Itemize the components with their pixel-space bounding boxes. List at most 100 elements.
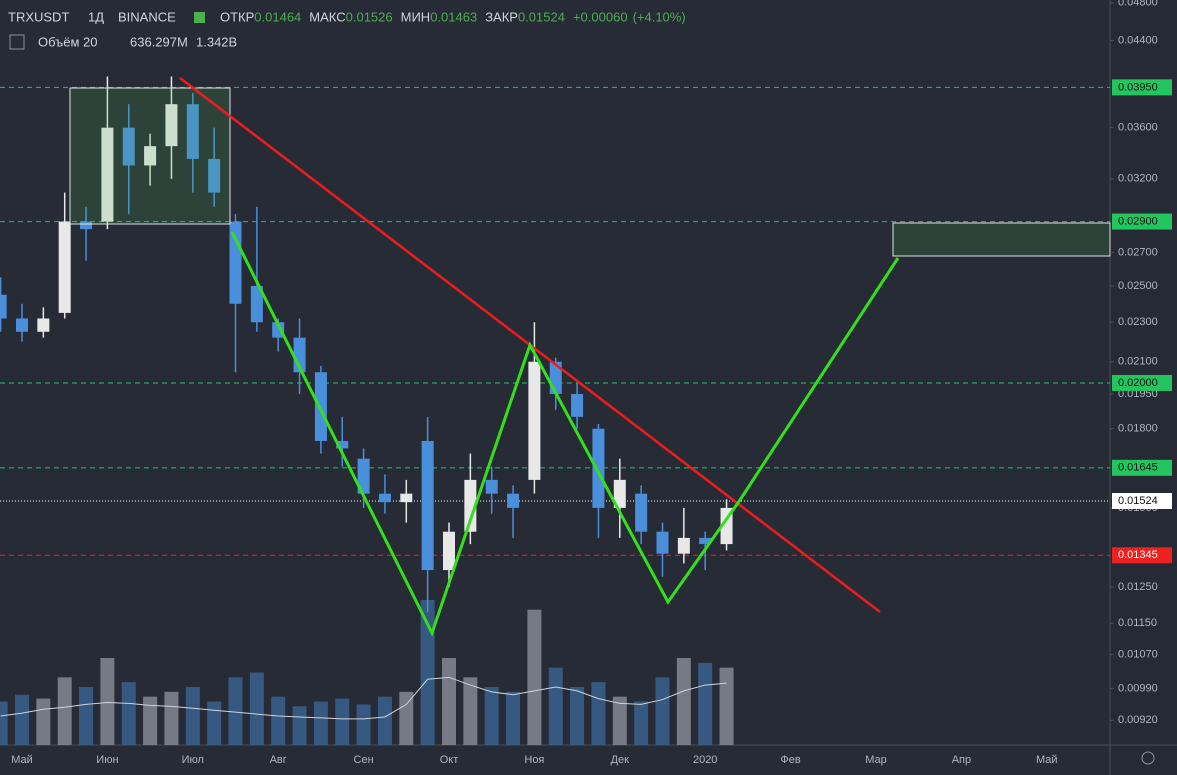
volume-bar <box>100 658 115 745</box>
volume-bar <box>612 696 627 745</box>
volume-bar <box>591 682 606 745</box>
x-tick-label: Сен <box>354 754 374 766</box>
y-tick-label: 0.02500 <box>1118 280 1158 292</box>
candle-body <box>357 458 370 494</box>
collapse-button[interactable] <box>9 34 25 50</box>
y-tick-label: 0.03200 <box>1118 173 1158 185</box>
volume-bar <box>121 682 136 745</box>
y-tick-label: 0.01070 <box>1118 649 1158 661</box>
volume-bar <box>228 677 243 745</box>
y-tick-label: 0.00990 <box>1118 682 1158 694</box>
volume-bar <box>36 698 51 745</box>
candle-body <box>507 493 520 508</box>
candle-body <box>613 479 626 508</box>
y-tick-label: 0.02700 <box>1118 247 1158 259</box>
change-pct: (+4.10%) <box>633 9 686 24</box>
header-values: ОТКР 0.01464 МАКС 0.01526 МИН 0.01463 ЗАКР 0.01… <box>220 9 686 24</box>
volume-bar <box>719 667 734 745</box>
volume-title: Объём 20 <box>38 34 98 49</box>
y-tick-label: 0.01250 <box>1118 581 1158 593</box>
header-label: ЗАКР <box>485 9 518 24</box>
volume-bar <box>15 694 29 745</box>
candle-body <box>656 531 669 554</box>
volume-bar <box>143 696 158 745</box>
candle-body <box>208 158 221 193</box>
x-tick-label: Мар <box>865 754 887 766</box>
candle-body <box>122 127 135 166</box>
volume-bar <box>527 609 542 745</box>
volume-bar <box>292 706 307 745</box>
y-tick-label: 0.03600 <box>1118 122 1158 134</box>
volume-bar <box>79 687 94 745</box>
target-box <box>892 222 1111 257</box>
change: +0.00060 <box>573 9 628 24</box>
price-label-box <box>1112 547 1172 564</box>
x-tick-label: Ноя <box>524 754 544 766</box>
x-tick-label: Май <box>1036 754 1058 766</box>
candle-body <box>443 531 455 571</box>
candle-body <box>58 221 71 313</box>
volume-bar <box>655 677 670 745</box>
volume-bar <box>420 600 435 745</box>
volume-bar <box>463 677 478 745</box>
volume-bar <box>570 687 585 745</box>
volume-bar <box>313 701 328 745</box>
x-tick-label: Дек <box>611 754 630 766</box>
volume-bar <box>356 704 371 745</box>
candle-body <box>677 537 690 554</box>
volume-bar <box>506 691 521 745</box>
candle-body <box>635 493 648 532</box>
candle-body <box>485 479 498 494</box>
price-label: 0.01524 <box>1118 495 1158 507</box>
volume-bar <box>634 701 649 745</box>
volume-bar <box>698 662 713 745</box>
exchange: BINANCE <box>118 9 176 24</box>
candle-body <box>378 493 391 503</box>
candle-body <box>464 479 477 532</box>
x-tick-label: 2020 <box>693 754 717 766</box>
candle-body <box>592 428 605 508</box>
y-tick-label: 0.01150 <box>1118 617 1157 629</box>
candle-body <box>165 104 178 147</box>
price-label: 0.01645 <box>1118 462 1158 474</box>
volume-bar <box>0 701 8 745</box>
candle-body <box>528 361 541 480</box>
candle-body <box>80 221 93 230</box>
price-label-box <box>1112 79 1172 96</box>
header-value: 0.01464 <box>254 9 301 24</box>
volume-bar <box>271 696 286 745</box>
candle-body <box>186 104 199 159</box>
volume-bar <box>57 677 72 745</box>
volume-bar <box>164 691 179 745</box>
volume-bar <box>484 687 499 745</box>
volume-bar <box>377 696 392 745</box>
header-label: ОТКР <box>220 9 254 24</box>
price-label-box <box>1112 493 1172 510</box>
x-tick-label: Апр <box>952 754 971 766</box>
candle-body <box>101 127 114 222</box>
price-label: 0.01345 <box>1118 549 1158 561</box>
x-tick-label: Июн <box>96 754 118 766</box>
volume-bar <box>399 691 414 745</box>
header: TRXUSDT 1Д BINANCE ОТКР 0.01464 МАКС 0.0152… <box>8 9 686 50</box>
zone-box <box>69 87 231 225</box>
volume-ma-value: 636.297M <box>130 34 188 49</box>
candle-body <box>699 537 712 545</box>
price-label-box <box>1112 374 1172 391</box>
settings-button[interactable] <box>1141 751 1155 765</box>
y-tick-label: 0.02100 <box>1118 356 1158 368</box>
candle-body <box>336 440 349 449</box>
volume-bar <box>185 687 200 745</box>
volume-ma-line <box>0 676 727 720</box>
x-tick-label: Окт <box>440 754 459 766</box>
x-tick-label: Июл <box>182 754 204 766</box>
candle-body <box>16 318 28 332</box>
volume-bar <box>548 667 563 745</box>
price-label: 0.03950 <box>1118 81 1158 93</box>
header-value: 0.01463 <box>430 9 477 24</box>
volume-bar <box>249 672 264 745</box>
y-tick-label: 0.01800 <box>1118 423 1158 435</box>
volume-bar <box>335 698 350 745</box>
